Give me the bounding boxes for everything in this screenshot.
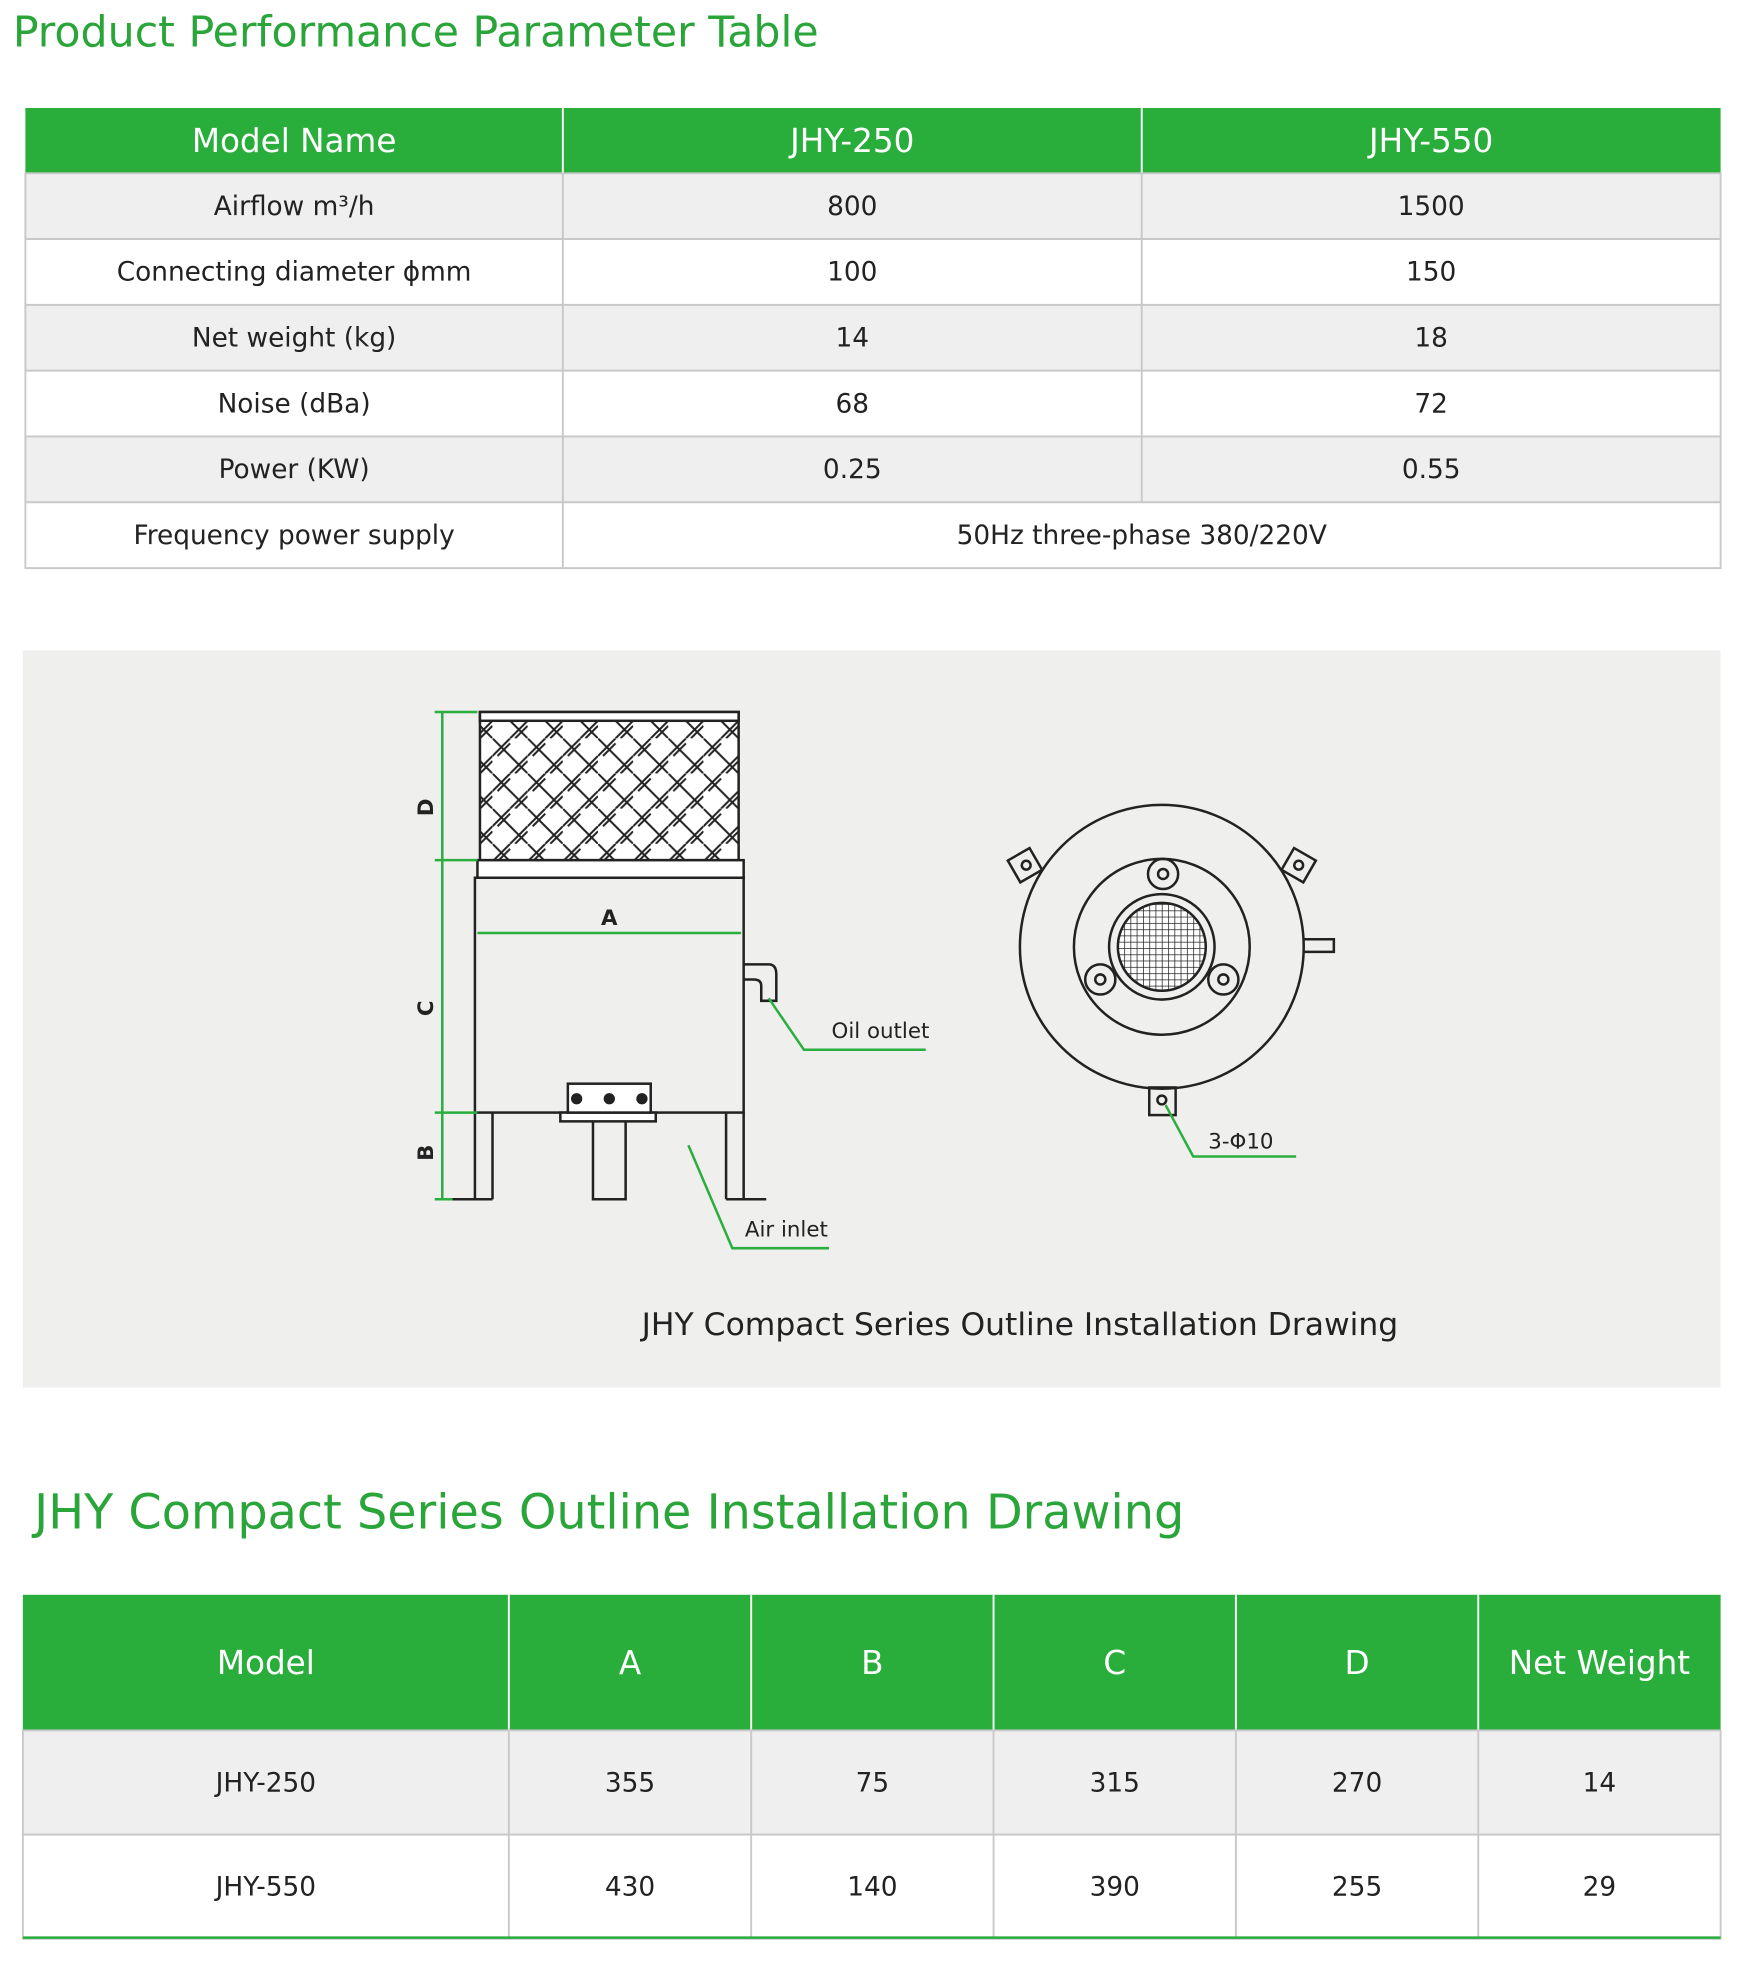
table-cell: 430 bbox=[605, 1872, 655, 1902]
outline-drawing bbox=[452, 710, 1336, 1201]
table-cell: 255 bbox=[1332, 1872, 1382, 1902]
table-cell: 140 bbox=[847, 1872, 897, 1902]
table-cell: 72 bbox=[1414, 389, 1448, 419]
header-row bbox=[22, 1594, 1721, 1731]
table-row bbox=[21, 1833, 1722, 1940]
section-title: JHY Compact Series Outline Installation … bbox=[31, 1486, 1184, 1541]
table-cell: 50Hz three-phase 380/220V bbox=[957, 521, 1327, 551]
table-row bbox=[24, 435, 1722, 504]
table-cell: JHY-550 bbox=[214, 1872, 316, 1902]
dim-label: B bbox=[414, 1145, 439, 1161]
table-row bbox=[24, 501, 1722, 570]
table-cell: 315 bbox=[1090, 1768, 1140, 1798]
header-cell: D bbox=[1345, 1644, 1370, 1682]
dimension-lines bbox=[434, 710, 1297, 1250]
table-cell: 14 bbox=[1583, 1768, 1617, 1798]
header-cell: A bbox=[619, 1644, 642, 1682]
header-cell: JHY-250 bbox=[788, 122, 914, 160]
callout: Air inlet bbox=[745, 1218, 828, 1243]
table-cell: 1500 bbox=[1398, 192, 1465, 222]
header-cell: Net Weight bbox=[1509, 1644, 1691, 1682]
dim-label: D bbox=[414, 799, 439, 817]
table-cell: Noise (dBa) bbox=[218, 389, 371, 419]
page-title: Product Performance Parameter Table bbox=[13, 8, 819, 58]
table-row bbox=[24, 369, 1722, 438]
table-cell: 0.55 bbox=[1402, 455, 1461, 485]
table-cell: 270 bbox=[1332, 1768, 1382, 1798]
table-row bbox=[24, 238, 1722, 306]
table-cell: 100 bbox=[827, 258, 877, 288]
table-cell: Airflow m³/h bbox=[214, 192, 375, 222]
table-cell: 14 bbox=[836, 324, 870, 354]
header-cell: B bbox=[861, 1644, 883, 1682]
table-cell: 29 bbox=[1583, 1872, 1617, 1902]
table-cell: 68 bbox=[836, 389, 870, 419]
callout: 3-Φ10 bbox=[1208, 1130, 1273, 1155]
table-cell: Power (KW) bbox=[219, 455, 370, 485]
table-cell: 355 bbox=[605, 1768, 655, 1798]
header-cell: JHY-550 bbox=[1367, 122, 1493, 160]
table-row bbox=[24, 172, 1722, 241]
header-cell: Model bbox=[217, 1644, 315, 1682]
table-cell: 150 bbox=[1406, 258, 1456, 288]
table-cell: 18 bbox=[1414, 324, 1448, 354]
table-cell: JHY-250 bbox=[214, 1768, 316, 1798]
spec-table: Model Name JHY-250 JHY-550 Airflow m³/h 800 1… bbox=[24, 107, 1722, 570]
drawing-caption: JHY Compact Series Outline Installation … bbox=[640, 1307, 1398, 1343]
table-cell: Net weight (kg) bbox=[192, 324, 396, 354]
table-cell: 800 bbox=[827, 192, 877, 222]
table-cell: Connecting diameter ϕmm bbox=[117, 258, 472, 288]
header-cell: Model Name bbox=[192, 122, 397, 160]
dimension-table: Model A B C D Net Weight JHY-250 355 75 315 270 14 J… bbox=[21, 1594, 1722, 1940]
callout: Oil outlet bbox=[832, 1019, 930, 1044]
table-row bbox=[21, 1729, 1722, 1836]
header-cell: C bbox=[1103, 1644, 1126, 1682]
table-cell: 0.25 bbox=[823, 455, 882, 485]
table-cell: 75 bbox=[856, 1768, 890, 1798]
header-row bbox=[25, 107, 1721, 174]
drawing-panel bbox=[22, 650, 1721, 1388]
dim-label: A bbox=[601, 906, 618, 931]
table-cell: 390 bbox=[1090, 1872, 1140, 1902]
table-cell: Frequency power supply bbox=[133, 521, 454, 551]
dim-label: C bbox=[414, 1001, 439, 1017]
